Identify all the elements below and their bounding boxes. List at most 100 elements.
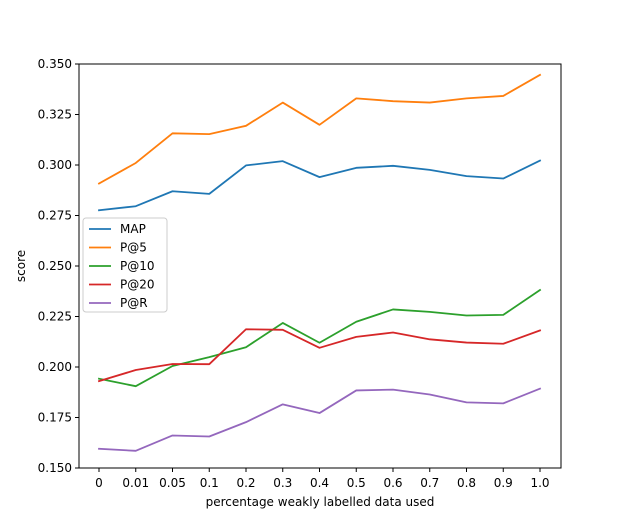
legend-label: P@R — [120, 296, 148, 310]
data-point — [539, 329, 541, 331]
data-point — [208, 435, 210, 437]
series-line-p-at-5 — [97, 73, 542, 185]
data-point — [392, 389, 394, 391]
data-point — [429, 338, 431, 340]
x-axis-label: percentage weakly labelled data used — [206, 495, 435, 509]
legend-label: MAP — [120, 222, 146, 236]
x-tick-label: 0.1 — [200, 476, 219, 490]
x-tick-label: 0.3 — [273, 476, 292, 490]
legend-label: P@10 — [120, 259, 155, 273]
x-tick-label: 0.05 — [159, 476, 186, 490]
data-point — [466, 401, 468, 403]
series-line-p-at-20 — [97, 328, 542, 383]
data-point — [135, 385, 137, 387]
data-point — [245, 164, 247, 166]
x-tick-label: 0.6 — [383, 476, 402, 490]
x-tick-label: 0.7 — [420, 476, 439, 490]
legend-label: P@20 — [120, 278, 155, 292]
data-point — [208, 356, 210, 358]
data-point — [502, 314, 504, 316]
data-point — [502, 343, 504, 345]
data-point — [135, 162, 137, 164]
data-point — [429, 311, 431, 313]
data-point — [355, 336, 357, 338]
data-point — [466, 97, 468, 99]
data-point — [355, 321, 357, 323]
legend-label: P@5 — [120, 241, 147, 255]
data-point — [392, 165, 394, 167]
x-tick-label: 0.4 — [310, 476, 329, 490]
data-point — [245, 421, 247, 423]
y-tick-label: 0.275 — [38, 209, 72, 223]
data-point — [172, 132, 174, 134]
data-point — [539, 388, 541, 390]
data-point — [282, 329, 284, 331]
data-point — [539, 160, 541, 162]
data-point — [319, 347, 321, 349]
data-point — [355, 167, 357, 169]
data-point — [502, 402, 504, 404]
data-point — [135, 450, 137, 452]
data-point — [135, 205, 137, 207]
x-tick-label: 0.2 — [236, 476, 255, 490]
data-point — [319, 412, 321, 414]
y-axis: 0.150 0.175 0.200 0.225 0.250 0.275 0.300 0.325… — [38, 57, 79, 475]
data-point — [245, 125, 247, 127]
data-point — [319, 124, 321, 126]
data-point — [429, 169, 431, 171]
legend: MAP P@5 P@10 P@20 P@R — [82, 217, 168, 313]
y-tick-label: 0.175 — [38, 411, 72, 425]
y-axis-label: score — [14, 250, 28, 282]
data-point — [355, 389, 357, 391]
data-point — [539, 289, 541, 291]
data-point — [208, 133, 210, 135]
x-tick-label: 0.5 — [347, 476, 366, 490]
data-point — [282, 403, 284, 405]
data-point — [466, 342, 468, 344]
data-point — [392, 100, 394, 102]
series-line-p-at-r — [98, 387, 542, 452]
data-point — [172, 434, 174, 436]
data-point — [98, 380, 100, 382]
data-point — [98, 378, 100, 380]
data-point — [355, 97, 357, 99]
data-point — [282, 102, 284, 104]
data-point — [466, 314, 468, 316]
data-point — [98, 448, 100, 450]
data-point — [172, 363, 174, 365]
data-point — [539, 74, 541, 76]
y-tick-label: 0.325 — [38, 108, 72, 122]
data-point — [502, 95, 504, 97]
y-tick-label: 0.250 — [38, 259, 72, 273]
data-point — [98, 183, 100, 185]
series-layer — [97, 73, 542, 452]
x-tick-label: 0.8 — [457, 476, 476, 490]
series-line-map — [98, 159, 542, 212]
legend-box — [82, 217, 168, 313]
data-point — [319, 342, 321, 344]
series-line-p-at-10 — [97, 288, 542, 388]
y-tick-label: 0.300 — [38, 158, 72, 172]
x-axis: 0 0.01 0.05 0.1 0.2 0.3 0.4 0.5 0.6 0.7 0.8 0.9 1.0 — [95, 468, 550, 490]
y-tick-label: 0.350 — [38, 57, 72, 71]
data-point — [319, 176, 321, 178]
x-tick-label: 0 — [95, 476, 103, 490]
data-point — [172, 365, 174, 367]
data-point — [98, 209, 100, 211]
data-point — [245, 328, 247, 330]
data-point — [429, 393, 431, 395]
data-point — [208, 193, 210, 195]
data-point — [245, 346, 247, 348]
data-point — [172, 190, 174, 192]
data-point — [466, 175, 468, 177]
y-tick-label: 0.225 — [38, 310, 72, 324]
y-tick-label: 0.200 — [38, 360, 72, 374]
x-tick-label: 1.0 — [530, 476, 549, 490]
data-point — [208, 363, 210, 365]
x-tick-label: 0.01 — [122, 476, 149, 490]
data-point — [429, 102, 431, 104]
data-point — [392, 331, 394, 333]
data-point — [135, 369, 137, 371]
data-point — [282, 322, 284, 324]
